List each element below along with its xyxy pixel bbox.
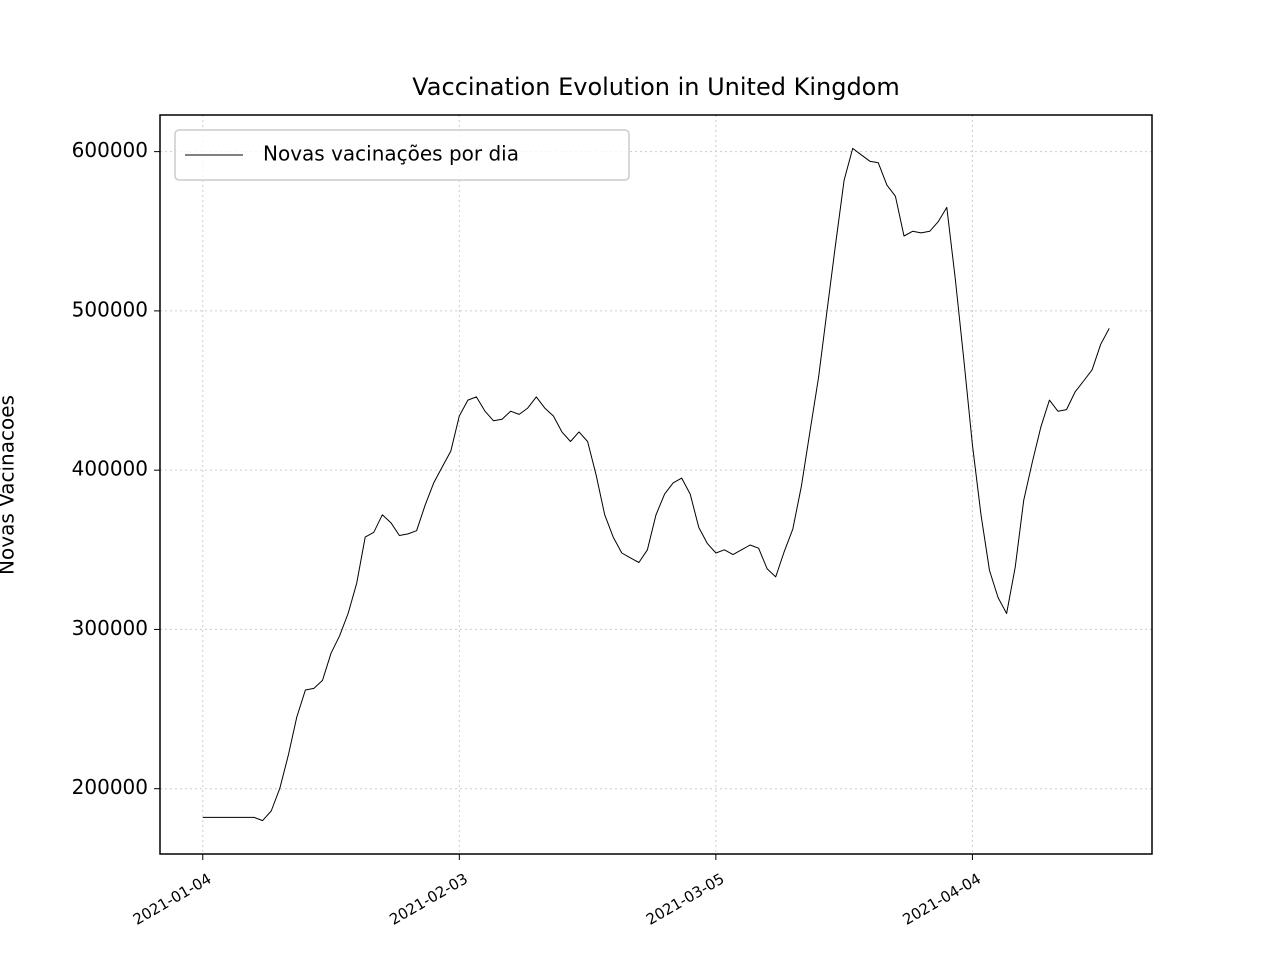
- plot-frame: [159, 114, 1153, 855]
- y-tick-label: 500000: [72, 297, 148, 321]
- x-axis-label: Data: [632, 959, 680, 960]
- y-tick-label: 200000: [72, 775, 148, 799]
- y-axis-label: Novas Vacinacoes: [0, 395, 19, 575]
- legend-box: [174, 129, 630, 181]
- data-line: [202, 147, 1110, 822]
- x-tick-label: 2021-01-04: [130, 870, 215, 929]
- x-tick-label: 2021-03-05: [643, 870, 728, 929]
- y-tick-label: 400000: [72, 457, 148, 481]
- legend-label: Novas vacinações por dia: [263, 142, 519, 166]
- y-tick-label: 600000: [72, 138, 148, 162]
- chart-title: Vaccination Evolution in United Kingdom: [412, 73, 900, 101]
- x-tick-label: 2021-02-03: [386, 870, 471, 929]
- x-tick-label: 2021-04-04: [900, 870, 985, 929]
- y-tick-label: 300000: [72, 616, 148, 640]
